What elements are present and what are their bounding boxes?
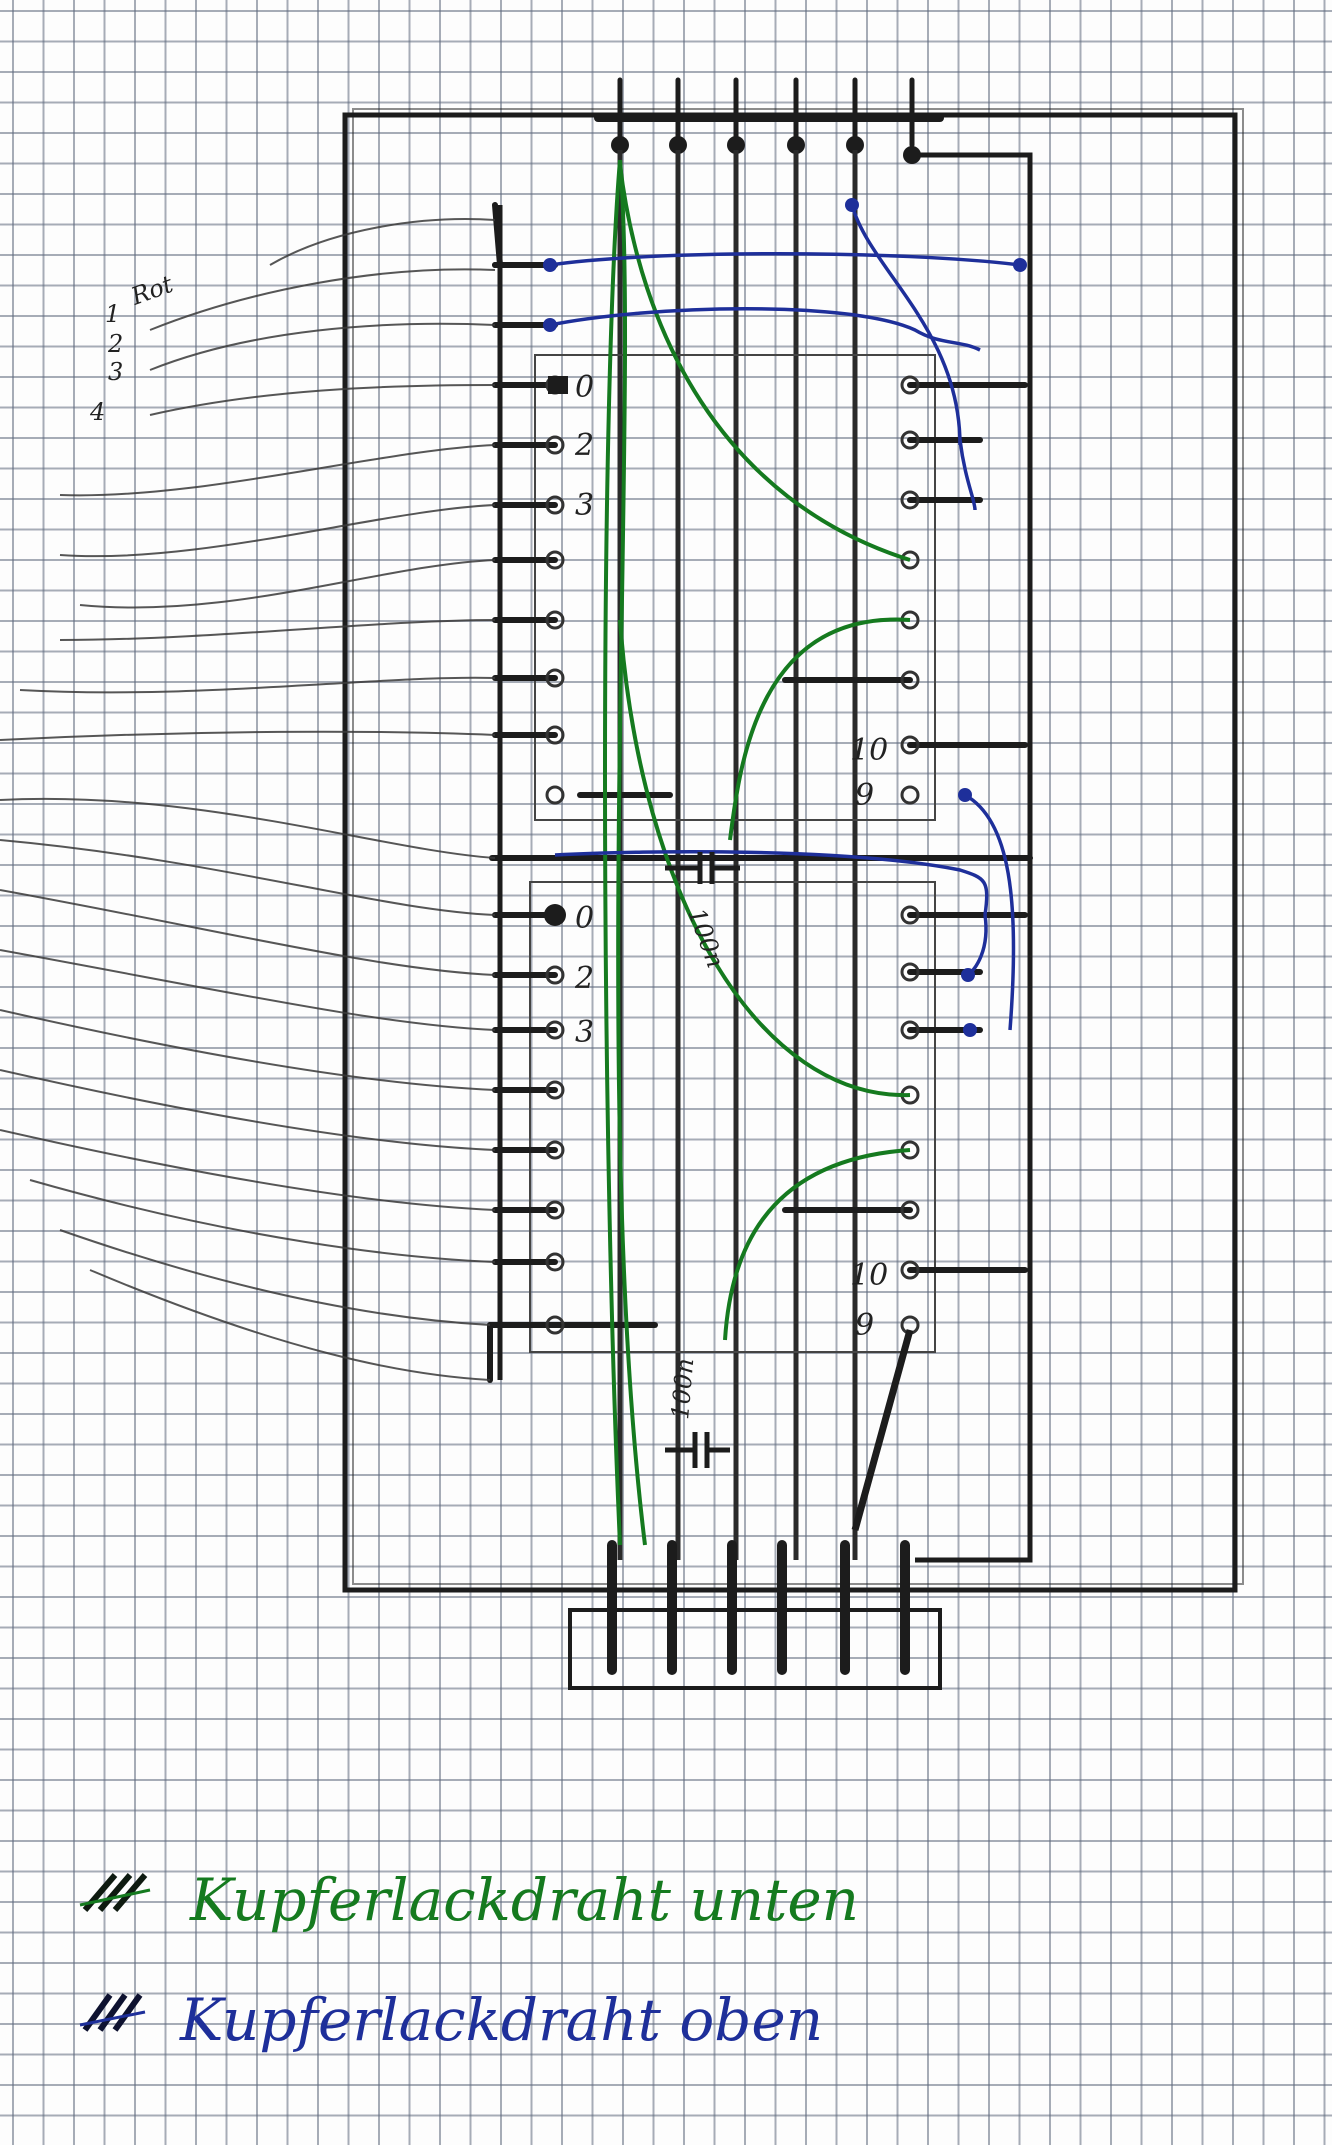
left-pins-lower: [487, 855, 1033, 1383]
label-rot: Rot: [127, 270, 177, 311]
pin-label-upper-3: 3: [575, 488, 594, 523]
wire-number-1: 1: [105, 300, 120, 328]
pin-label-lower-0: 0: [575, 901, 594, 936]
wire-number-4: 4: [89, 398, 105, 426]
blue-wires: [549, 204, 1021, 1031]
legend-green: Kupferlackdraht unten: [79, 1866, 859, 1934]
bottom-header: [568, 1540, 942, 1690]
cap-label-upper: 100n: [682, 904, 729, 971]
green-hatch-icon: [79, 1873, 151, 1912]
top-header-holes: [611, 136, 921, 164]
blue-hatch-icon: [79, 1993, 146, 2032]
ic-socket-upper: [534, 354, 936, 821]
pin-label-lower-2: 2: [574, 961, 594, 996]
incoming-wires: [0, 218, 496, 1381]
legend-blue: Kupferlackdraht oben: [79, 1986, 823, 2054]
diagonal-link: [851, 1329, 914, 1531]
capacitor-upper: [665, 852, 740, 884]
ic-pin1-marks: [544, 376, 568, 926]
pin-label-upper-0: 0: [575, 370, 594, 405]
ic-socket-lower: [529, 881, 936, 1353]
pin-label-upper-10: 10: [850, 733, 888, 768]
wire-end-dots: [543, 198, 1027, 1037]
top-header: [594, 77, 944, 148]
pin-label-upper-9: 9: [855, 778, 874, 813]
pin-label-upper-2: 2: [574, 428, 594, 463]
pin-label-lower-9: 9: [855, 1308, 874, 1343]
top-wire-stubs: [492, 202, 558, 268]
legend-green-label: Kupferlackdraht unten: [189, 1866, 859, 1934]
wire-number-3: 3: [108, 358, 123, 386]
pin-label-lower-3: 3: [575, 1015, 594, 1050]
green-wires: [603, 159, 911, 1546]
pin-label-lower-10: 10: [850, 1258, 888, 1293]
cap-label-lower: 100n: [666, 1357, 699, 1420]
wire-number-2: 2: [107, 330, 123, 358]
legend-blue-label: Kupferlackdraht oben: [179, 1986, 823, 2054]
capacitor-lower: [665, 1432, 730, 1468]
left-pins-upper: [492, 262, 673, 798]
right-pins-upper: [782, 382, 1028, 748]
board-outline-offset: [352, 108, 1244, 1585]
